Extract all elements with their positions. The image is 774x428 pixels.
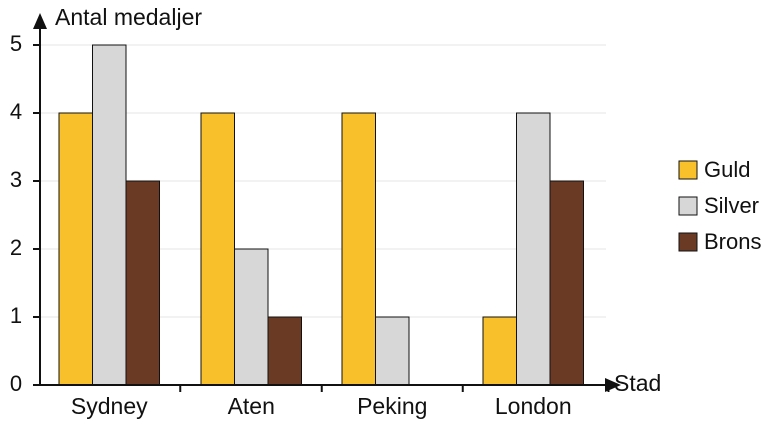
y-tick-label: 3 bbox=[10, 167, 22, 192]
legend-label-silver: Silver bbox=[704, 193, 759, 218]
x-tick-label: Sydney bbox=[71, 393, 148, 419]
y-tick-label: 4 bbox=[10, 99, 22, 124]
bars bbox=[58, 44, 584, 386]
bar-brons-sydney bbox=[125, 180, 160, 386]
bar-guld-london bbox=[482, 316, 517, 386]
y-tick-label: 2 bbox=[10, 235, 22, 260]
legend-swatch-silver bbox=[678, 196, 698, 216]
y-axis-arrow bbox=[33, 13, 47, 29]
bar-silver-london bbox=[516, 112, 551, 386]
y-tick-label: 1 bbox=[10, 303, 22, 328]
x-axis-title: Stad bbox=[614, 370, 661, 396]
legend-swatch-guld bbox=[678, 160, 698, 180]
x-tick-label: London bbox=[495, 393, 572, 419]
x-tick-label: Aten bbox=[228, 393, 275, 419]
bar-silver-peking bbox=[375, 316, 410, 386]
legend-label-brons: Brons bbox=[704, 229, 761, 254]
y-axis-title: Antal medaljer bbox=[55, 4, 202, 30]
y-tick-label: 0 bbox=[10, 371, 22, 396]
legend-label-guld: Guld bbox=[704, 157, 750, 182]
bar-guld-peking bbox=[341, 112, 376, 386]
ticks bbox=[33, 44, 610, 392]
bar-guld-sydney bbox=[58, 112, 93, 386]
bar-silver-aten bbox=[234, 248, 269, 386]
bar-brons-aten bbox=[267, 316, 302, 386]
y-tick-label: 5 bbox=[10, 31, 22, 56]
legend-swatch-brons bbox=[678, 232, 698, 252]
bar-guld-aten bbox=[200, 112, 235, 386]
labels: Antal medaljer Stad 0 1 2 3 4 5 Sydney Aten Peki… bbox=[10, 4, 661, 419]
x-tick-label: Peking bbox=[357, 393, 427, 419]
legend: Guld Silver Brons bbox=[678, 157, 761, 254]
bar-silver-sydney bbox=[92, 44, 127, 386]
bar-brons-london bbox=[549, 180, 584, 386]
